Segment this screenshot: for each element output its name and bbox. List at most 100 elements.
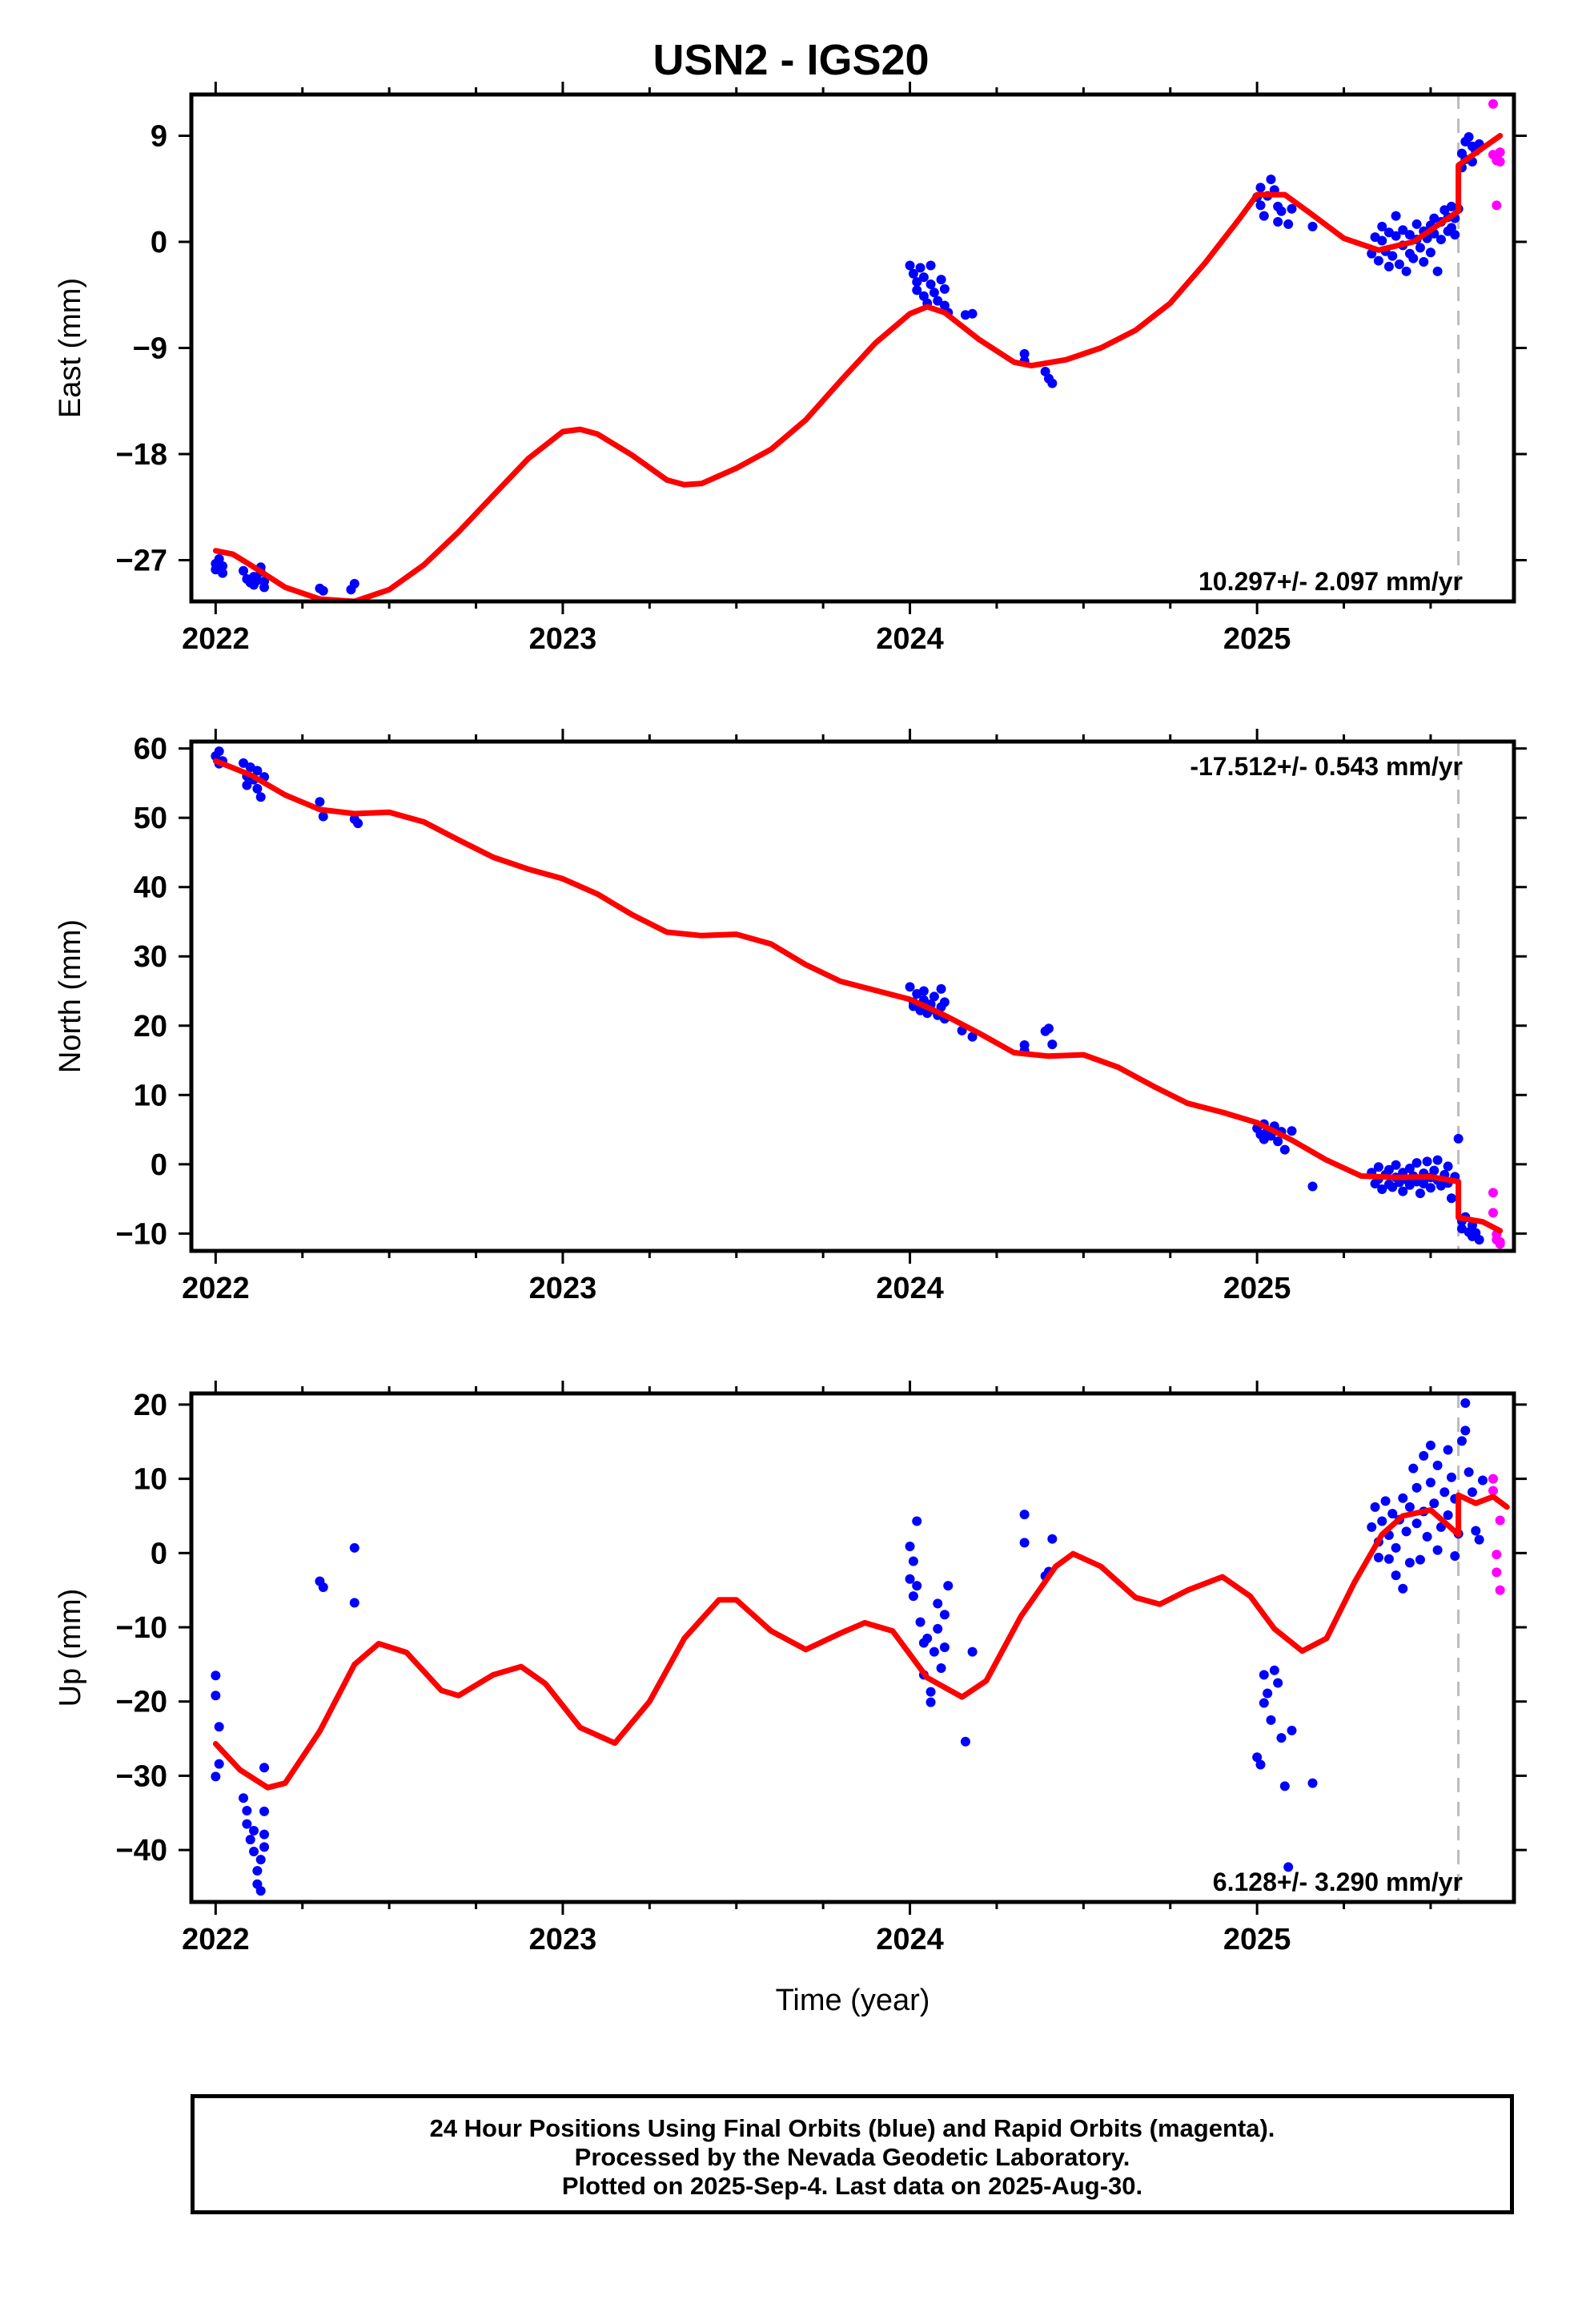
east-rate-label: 10.297+/- 2.097 mm/yr (1199, 567, 1463, 596)
up-x-tick-label: 2024 (876, 1923, 944, 1956)
north-final-orbit-point (315, 797, 325, 807)
north-y-tick-label: 60 (134, 733, 167, 766)
up-final-orbit-point (242, 1805, 252, 1815)
up-final-orbit-point (922, 1633, 933, 1643)
up-final-orbit-point (255, 1855, 266, 1865)
up-rapid-orbit-point (1492, 1550, 1502, 1560)
up-final-orbit-point (912, 1581, 922, 1591)
up-final-orbit-point (214, 1722, 224, 1732)
east-final-orbit-point (1408, 253, 1419, 263)
north-final-orbit-point (929, 991, 939, 1002)
up-rapid-orbit-point (1495, 1515, 1505, 1526)
east-rapid-orbit-point (1492, 200, 1502, 211)
panel-up: 2022 2023 2024 2025 −40 −30 −20 −10 0 10 20 Up (mm)… (54, 1381, 1527, 2017)
up-final-orbit-point (1460, 1398, 1471, 1409)
up-final-orbit-point (259, 1829, 270, 1839)
up-final-orbit-point (933, 1598, 943, 1609)
north-rapid-orbit-point (1495, 1239, 1505, 1249)
up-final-orbit-point (249, 1846, 259, 1856)
east-final-orbit-point (912, 277, 922, 287)
up-final-orbit-point (960, 1736, 970, 1747)
north-final-orbit-point (1383, 1164, 1394, 1175)
up-x-tick-label: 2023 (529, 1923, 597, 1956)
east-final-orbit-point (926, 260, 936, 271)
up-final-orbit-point (1019, 1510, 1030, 1520)
up-final-orbit-point (1425, 1440, 1435, 1450)
north-y-tick-label: 30 (134, 940, 167, 974)
up-final-orbit-point (905, 1541, 915, 1551)
footer-line-3: Plotted on 2025-Sep-4. Last data on 2025… (561, 2172, 1143, 2200)
up-x-tick-label: 2022 (182, 1923, 250, 1956)
east-final-orbit-point (936, 275, 946, 285)
north-rate-label: -17.512+/- 0.543 mm/yr (1190, 752, 1463, 781)
up-final-orbit-point (259, 1763, 270, 1773)
up-rate-label: 6.128+/- 3.290 mm/yr (1213, 1868, 1463, 1896)
north-final-orbit-point (1446, 1193, 1456, 1204)
north-final-orbit-point (936, 983, 946, 994)
east-x-tick-label: 2024 (876, 622, 944, 656)
east-final-orbit-point (1394, 259, 1404, 269)
east-final-orbit-point (918, 272, 929, 283)
north-x-tick-label: 2025 (1223, 1272, 1291, 1305)
chart-title: USN2 - IGS20 (652, 36, 930, 84)
up-final-orbit-point (943, 1581, 954, 1591)
north-final-orbit-point (1422, 1156, 1432, 1167)
up-final-orbit-point (211, 1771, 221, 1782)
north-y-tick-label: 40 (134, 871, 167, 905)
north-final-orbit-point (239, 758, 249, 768)
up-final-orbit-point (1370, 1502, 1380, 1512)
east-final-orbit-point (1398, 225, 1408, 235)
up-final-orbit-point (1255, 1759, 1266, 1770)
up-y-tick-label: −40 (116, 1834, 167, 1868)
up-final-orbit-point (1419, 1450, 1429, 1461)
up-x-axis-label: Time (year) (776, 1984, 930, 2017)
east-y-tick-label: −27 (116, 544, 167, 577)
north-y-tick-label: −10 (116, 1217, 167, 1251)
up-final-orbit-point (1398, 1583, 1408, 1594)
east-final-orbit-point (349, 578, 359, 589)
east-final-orbit-point (1287, 203, 1297, 214)
north-final-orbit-point (255, 792, 266, 802)
east-final-orbit-point (1255, 200, 1266, 211)
up-final-orbit-point (255, 1886, 266, 1896)
up-final-orbit-point (1391, 1570, 1401, 1581)
north-final-orbit-point (1419, 1179, 1429, 1189)
east-y-tick-label: 9 (151, 120, 167, 154)
east-final-orbit-point (1464, 131, 1474, 142)
up-final-orbit-point (259, 1842, 270, 1852)
up-model-curve (212, 1492, 1510, 1791)
north-final-orbit-point (252, 783, 263, 794)
east-y-tick-label: −18 (116, 438, 167, 472)
north-final-orbit-point (214, 746, 224, 757)
up-final-orbit-point (1415, 1554, 1425, 1565)
north-final-orbit-point (1474, 1235, 1484, 1245)
footer-line-1: 24 Hour Positions Using Final Orbits (bl… (429, 2114, 1275, 2142)
up-frame (189, 1391, 1516, 1904)
north-final-orbit-point (1425, 1183, 1435, 1193)
up-final-orbit-point (939, 1610, 950, 1620)
north-final-orbit-point (1432, 1155, 1443, 1165)
up-final-orbit-point (249, 1826, 259, 1836)
up-final-orbit-point (1408, 1463, 1419, 1474)
east-final-orbit-point (929, 287, 939, 298)
north-final-orbit-point (1307, 1181, 1318, 1192)
up-final-orbit-point (1477, 1475, 1488, 1486)
up-final-orbit-point (967, 1647, 978, 1657)
footer-line-2: Processed by the Nevada Geodetic Laborat… (574, 2143, 1130, 2171)
east-final-orbit-point (1383, 261, 1394, 271)
up-final-orbit-point (1387, 1509, 1398, 1519)
north-final-orbit-point (1443, 1161, 1453, 1172)
up-final-orbit-point (1432, 1460, 1443, 1470)
up-final-orbit-point (214, 1759, 224, 1769)
up-y-tick-label: −20 (116, 1686, 167, 1719)
north-final-orbit-point (918, 986, 929, 996)
up-y-tick-label: 0 (151, 1537, 167, 1570)
up-final-orbit-point (1047, 1534, 1058, 1544)
up-final-orbit-point (936, 1663, 946, 1673)
east-x-tick-label: 2023 (529, 622, 597, 656)
up-final-orbit-point (1269, 1665, 1279, 1675)
up-final-orbit-point (1019, 1538, 1030, 1548)
up-final-orbit-point (929, 1647, 939, 1657)
east-final-orbit-point (1266, 174, 1276, 184)
up-final-orbit-point (242, 1819, 252, 1829)
